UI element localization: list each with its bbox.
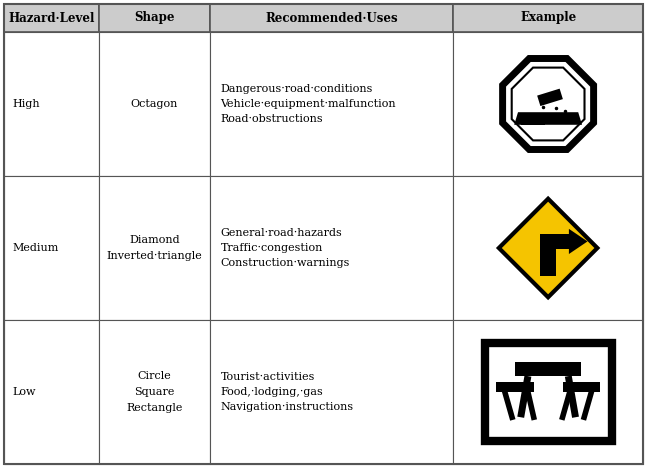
Text: Tourist·activities
Food,·lodging,·gas
Navigation·instructions: Tourist·activities Food,·lodging,·gas Na… xyxy=(221,372,353,412)
Bar xyxy=(453,320,643,464)
Polygon shape xyxy=(569,229,587,254)
Bar xyxy=(496,382,534,392)
Bar xyxy=(98,320,210,464)
Text: Medium: Medium xyxy=(12,243,58,253)
Text: Diamond
Inverted·triangle: Diamond Inverted·triangle xyxy=(107,235,203,261)
Polygon shape xyxy=(540,234,571,249)
Text: Shape: Shape xyxy=(134,12,175,24)
Polygon shape xyxy=(537,88,563,106)
Bar xyxy=(4,320,98,464)
Polygon shape xyxy=(512,67,584,140)
Bar xyxy=(515,362,581,376)
Text: Recommended·Uses: Recommended·Uses xyxy=(265,12,398,24)
Polygon shape xyxy=(540,241,556,277)
Bar xyxy=(521,113,545,125)
Text: General·road·hazards
Traffic·congestion
Construction·warnings: General·road·hazards Traffic·congestion … xyxy=(221,228,350,268)
Polygon shape xyxy=(503,58,593,149)
Polygon shape xyxy=(514,112,582,125)
Text: Octagon: Octagon xyxy=(131,99,178,109)
Bar xyxy=(98,176,210,320)
Bar xyxy=(4,32,98,176)
Bar xyxy=(4,4,98,32)
Bar xyxy=(210,320,453,464)
Bar xyxy=(453,32,643,176)
Bar xyxy=(485,343,611,441)
Text: Hazard·Level: Hazard·Level xyxy=(8,12,94,24)
Bar xyxy=(98,32,210,176)
Bar xyxy=(4,176,98,320)
Text: Dangerous·road·conditions
Vehicle·equipment·malfunction
Road·obstructions: Dangerous·road·conditions Vehicle·equipm… xyxy=(221,84,396,124)
Bar xyxy=(210,176,453,320)
Text: Example: Example xyxy=(520,12,576,24)
Bar xyxy=(210,32,453,176)
Bar xyxy=(98,4,210,32)
Bar xyxy=(562,382,600,392)
Bar xyxy=(453,4,643,32)
Bar xyxy=(210,4,453,32)
Text: High: High xyxy=(12,99,39,109)
Text: Circle
Square
Rectangle: Circle Square Rectangle xyxy=(126,371,182,413)
Polygon shape xyxy=(499,199,597,297)
Text: Low: Low xyxy=(12,387,36,397)
Bar xyxy=(453,176,643,320)
